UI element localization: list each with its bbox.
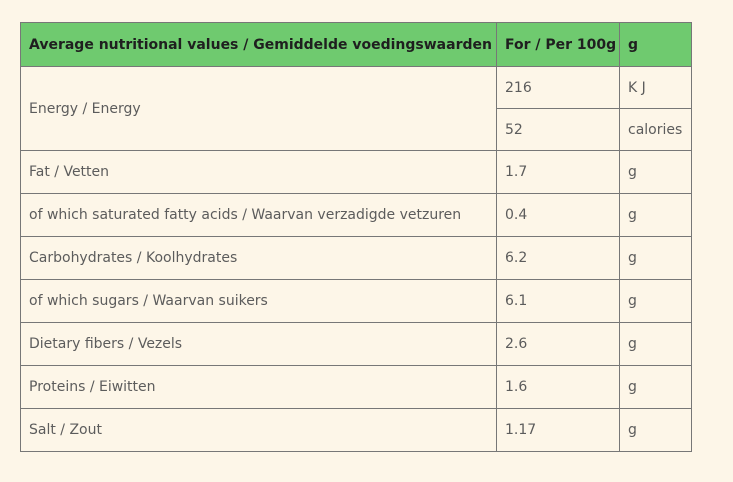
row-unit: g: [619, 365, 692, 409]
row-label: of which saturated fatty acids / Waarvan…: [20, 193, 497, 237]
energy-kj-unit: K J: [619, 66, 692, 109]
energy-kcal-value: 52: [496, 108, 620, 151]
row-label: Proteins / Eiwitten: [20, 365, 497, 409]
energy-kj-value: 216: [496, 66, 620, 109]
row-unit: g: [619, 236, 692, 280]
table-row: Fat / Vetten 1.7 g: [20, 150, 692, 194]
row-unit: g: [619, 408, 692, 452]
row-label: Salt / Zout: [20, 408, 497, 452]
row-unit: g: [619, 322, 692, 366]
energy-kcal-unit: calories: [619, 108, 692, 151]
row-label: Dietary fibers / Vezels: [20, 322, 497, 366]
row-unit: g: [619, 193, 692, 237]
row-value: 6.2: [496, 236, 620, 280]
row-value: 2.6: [496, 322, 620, 366]
table-row: of which sugars / Waarvan suikers 6.1 g: [20, 279, 692, 323]
row-unit: g: [619, 150, 692, 194]
table-row: Proteins / Eiwitten 1.6 g: [20, 365, 692, 409]
table-header-row: Average nutritional values / Gemiddelde …: [20, 22, 692, 67]
row-value: 1.17: [496, 408, 620, 452]
energy-label: Energy / Energy: [20, 66, 497, 151]
table-row: Dietary fibers / Vezels 2.6 g: [20, 322, 692, 366]
row-label: Fat / Vetten: [20, 150, 497, 194]
table-row-energy-kcal: 52 calories: [21, 108, 692, 151]
row-unit: g: [619, 279, 692, 323]
row-value: 1.6: [496, 365, 620, 409]
row-label: Carbohydrates / Koolhydrates: [20, 236, 497, 280]
table-row: of which saturated fatty acids / Waarvan…: [20, 193, 692, 237]
header-value: For / Per 100g: [496, 22, 620, 67]
table-row: Carbohydrates / Koolhydrates 6.2 g: [20, 236, 692, 280]
header-unit: g: [619, 22, 692, 67]
table-row-energy-kj: Energy / Energy 216 K J: [20, 66, 692, 151]
row-value: 1.7: [496, 150, 620, 194]
header-label: Average nutritional values / Gemiddelde …: [20, 22, 497, 67]
row-label: of which sugars / Waarvan suikers: [20, 279, 497, 323]
row-value: 0.4: [496, 193, 620, 237]
nutrition-table: Average nutritional values / Gemiddelde …: [20, 22, 692, 452]
table-row: Salt / Zout 1.17 g: [20, 408, 692, 452]
row-value: 6.1: [496, 279, 620, 323]
